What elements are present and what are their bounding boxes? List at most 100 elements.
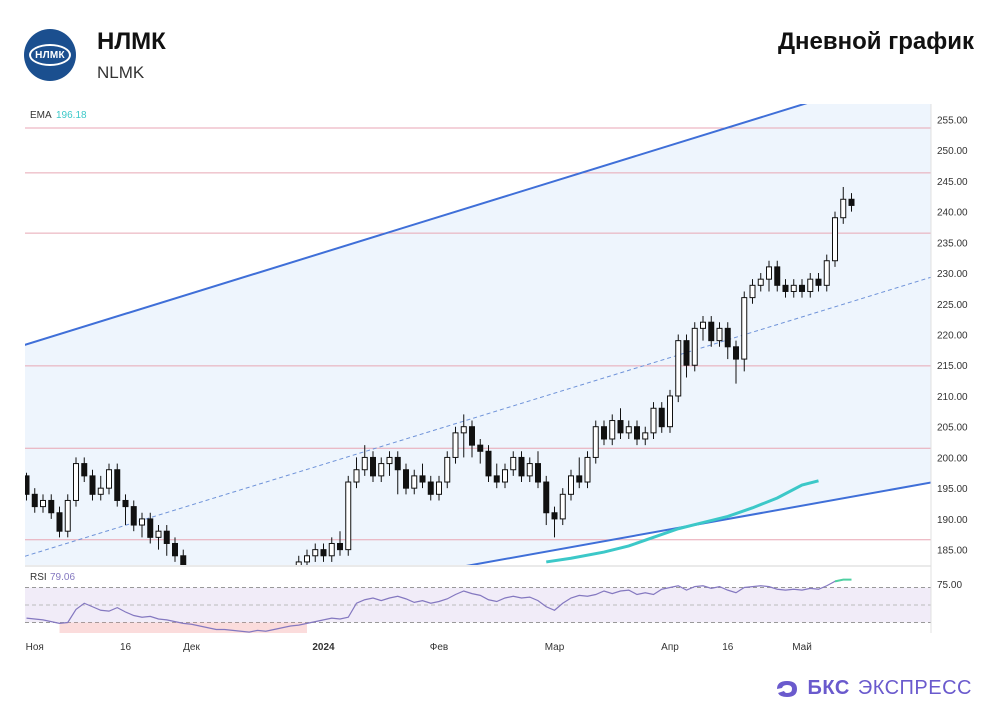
y-tick-label-5: 230.00 [937, 269, 968, 280]
candle-body-69 [592, 426, 599, 458]
candle-body-39 [345, 481, 352, 551]
candle-body-33 [295, 561, 302, 565]
candle-body-34 [304, 555, 310, 563]
candle-body-7 [81, 463, 88, 477]
candle-body-2 [40, 499, 46, 508]
candle-body-5 [64, 499, 71, 532]
candle-body-38 [337, 542, 343, 551]
candle-body-88 [749, 284, 756, 299]
ema-legend-value: 196.18 [56, 110, 87, 121]
y-tick-label-11: 200.00 [937, 453, 968, 464]
bks-logo-icon [776, 680, 797, 697]
candle-body-0 [25, 475, 30, 495]
candle-body-89 [757, 278, 764, 286]
candle-body-76 [650, 407, 657, 434]
candle-body-16 [155, 530, 162, 538]
candle-body-87 [741, 297, 748, 360]
candle-body-99 [840, 198, 847, 219]
y-tick-label-10: 205.00 [937, 423, 968, 434]
rsi-line [26, 579, 852, 633]
candle-body-17 [163, 530, 170, 544]
candle-body-83 [708, 321, 715, 342]
candle-body-50 [436, 481, 442, 495]
candle-body-72 [617, 420, 624, 434]
candle-body-48 [419, 475, 426, 483]
candle-body-14 [139, 518, 145, 526]
candle-body-94 [799, 284, 805, 292]
candle-body-3 [48, 499, 55, 514]
y-tick-label-3: 240.00 [937, 208, 968, 219]
candle-body-79 [675, 340, 682, 397]
candle-body-57 [493, 475, 500, 483]
candle-body-61 [526, 463, 533, 477]
candle-body-59 [510, 456, 517, 471]
x-tick-label-4: Фев [430, 642, 448, 653]
x-tick-label-1: 16 [120, 642, 132, 653]
rsi-legend-value: 79.06 [50, 572, 75, 583]
candle-body-98 [832, 217, 838, 262]
candle-body-52 [452, 432, 459, 458]
brand-name-strong: БКС [807, 677, 850, 699]
candle-body-51 [444, 456, 451, 483]
chart-title: Дневной график [777, 28, 974, 55]
candle-body-78 [667, 395, 673, 428]
candle-body-75 [642, 432, 649, 440]
channel-lower-line [465, 481, 931, 565]
candle-body-43 [378, 463, 385, 477]
ticker-symbol: NLMK [97, 63, 145, 82]
x-tick-label-2: Дек [183, 642, 200, 653]
candle-body-66 [568, 475, 574, 495]
candle-body-15 [147, 518, 154, 538]
y-tick-label-12: 195.00 [937, 484, 968, 495]
y-tick-label-2: 245.00 [937, 177, 968, 188]
y-tick-label-7: 220.00 [937, 331, 968, 342]
x-tick-label-5: Мар [545, 642, 565, 653]
y-tick-label-6: 225.00 [937, 300, 968, 311]
y-tick-label-8: 215.00 [937, 361, 968, 372]
y-tick-label-13: 190.00 [937, 515, 968, 526]
candle-body-19 [180, 555, 187, 565]
y-tick-label-4: 235.00 [937, 238, 968, 249]
candle-body-40 [353, 469, 360, 483]
candle-body-93 [790, 284, 797, 292]
rsi-overbought-line [834, 578, 852, 583]
candle-body-54 [469, 426, 475, 446]
nlmk-logo: НЛМК [24, 29, 76, 81]
candle-body-77 [658, 407, 665, 428]
candle-body-96 [815, 278, 822, 286]
candle-body-44 [386, 456, 393, 465]
channel-upper-line [25, 104, 808, 346]
candle-body-45 [394, 456, 401, 471]
candle-body-68 [584, 456, 591, 483]
candle-body-71 [609, 420, 616, 440]
candle-body-73 [625, 426, 632, 434]
candle-body-55 [477, 444, 484, 452]
candle-body-13 [130, 506, 137, 526]
candle-body-70 [601, 426, 607, 440]
candle-body-4 [56, 512, 63, 532]
x-tick-label-7: 16 [722, 642, 734, 653]
y-tick-label-14: 185.00 [937, 546, 968, 557]
candle-body-64 [551, 512, 558, 520]
candle-body-65 [559, 493, 566, 520]
candle-body-1 [31, 493, 38, 508]
x-tick-label-0: Ноя [26, 642, 44, 653]
candle-body-37 [328, 542, 335, 557]
candle-body-36 [320, 549, 327, 557]
bks-express-brand: БКС ЭКСПРЕСС [774, 677, 972, 700]
candle-body-41 [361, 456, 368, 471]
candle-body-84 [716, 327, 723, 342]
candle-body-56 [485, 450, 492, 477]
company-name: НЛМК [97, 28, 166, 55]
candle-body-63 [543, 481, 550, 514]
y-tick-label-9: 210.00 [937, 392, 968, 403]
rsi-oversold-fill [59, 622, 307, 633]
logo-text: НЛМК [29, 44, 71, 66]
channel-fill [25, 104, 931, 565]
candle-body-92 [782, 284, 789, 292]
candle-body-42 [370, 456, 376, 477]
candle-body-91 [774, 266, 781, 286]
candle-body-82 [700, 321, 706, 329]
candle-body-95 [807, 278, 814, 292]
